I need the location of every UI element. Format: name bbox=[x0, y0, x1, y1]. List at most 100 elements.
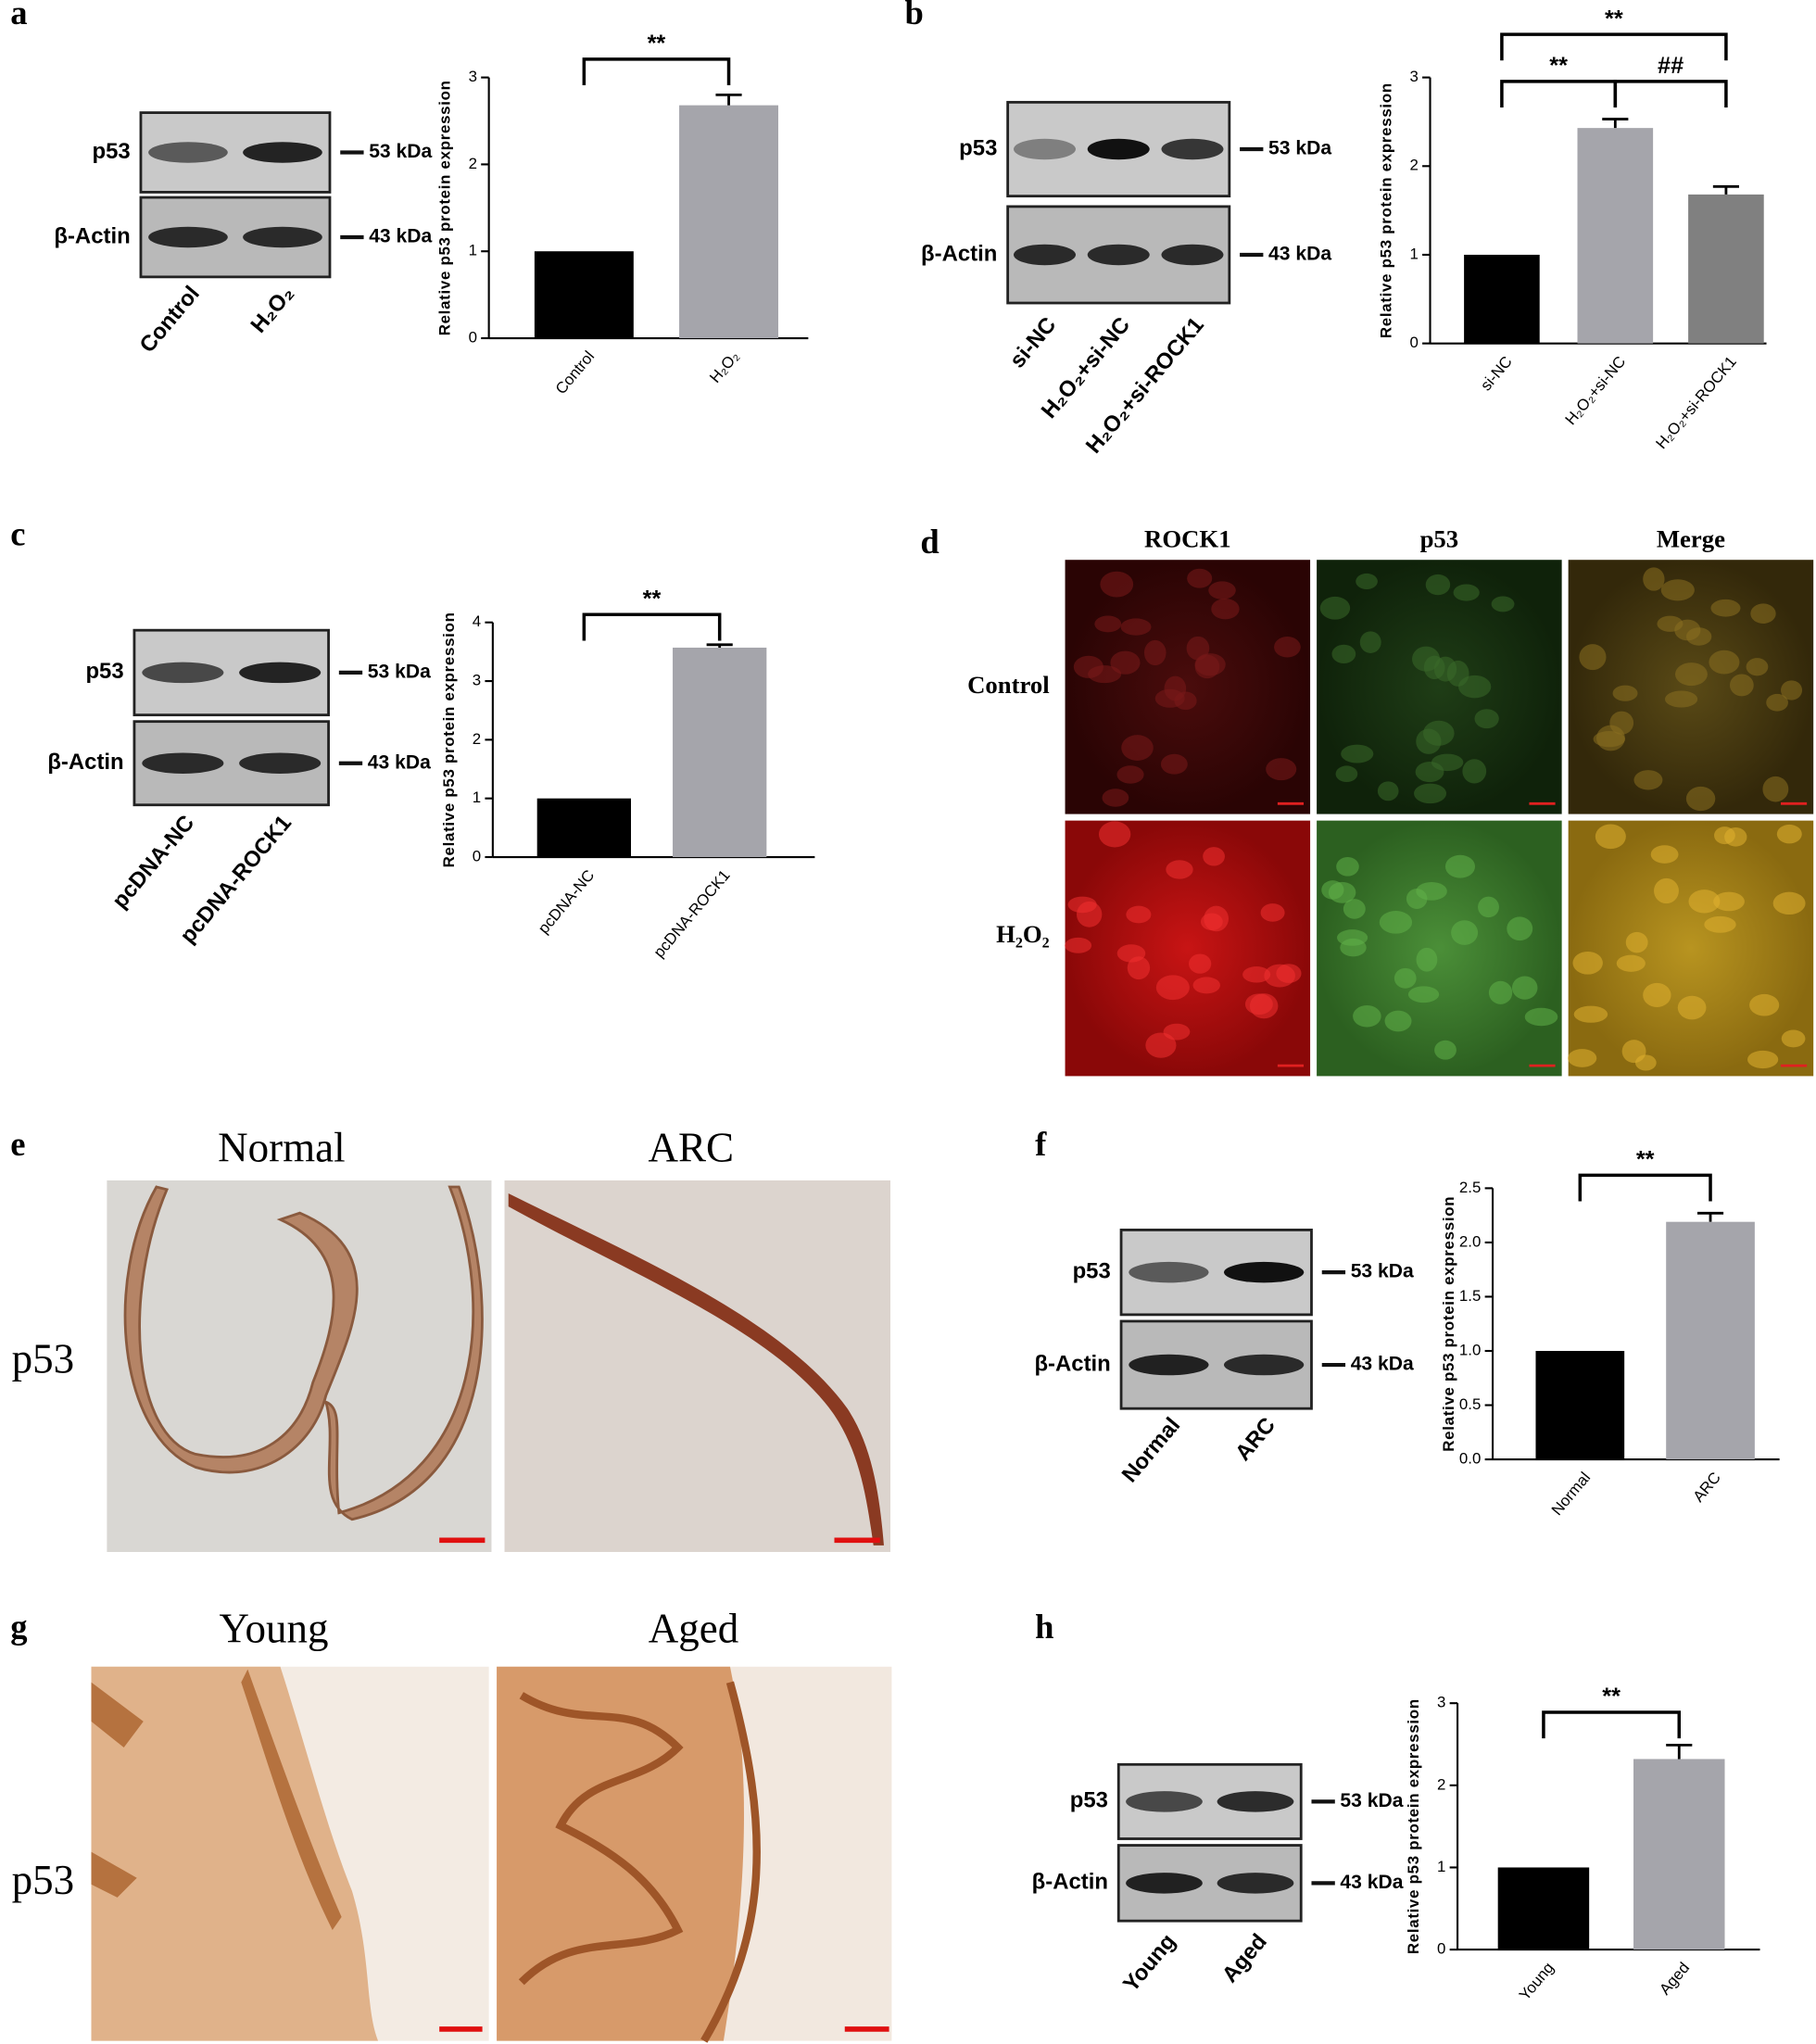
y-tick-label: 2 bbox=[1409, 157, 1418, 174]
cell bbox=[1724, 827, 1747, 847]
cell bbox=[1657, 615, 1684, 632]
cell bbox=[1163, 1023, 1191, 1041]
cell bbox=[1067, 896, 1097, 914]
y-tick-label: 0.5 bbox=[1459, 1395, 1481, 1413]
cell bbox=[1094, 615, 1122, 633]
y-axis-label: Relative p53 protein expression bbox=[436, 80, 454, 335]
cell bbox=[1685, 627, 1712, 646]
bar bbox=[1666, 1221, 1755, 1460]
significance-label: ** bbox=[1602, 1684, 1621, 1710]
cell bbox=[1377, 781, 1399, 801]
bar bbox=[1464, 254, 1540, 344]
cell bbox=[1524, 1007, 1558, 1027]
y-tick-label: 1 bbox=[1437, 1858, 1445, 1875]
panel-label: f bbox=[1035, 1125, 1047, 1163]
y-tick-label: 3 bbox=[473, 672, 481, 689]
panel-label: h bbox=[1035, 1608, 1053, 1646]
ihc-tissue bbox=[518, 1681, 761, 2043]
significance-bracket bbox=[1500, 32, 1728, 61]
ihc-column-label: Normal bbox=[218, 1124, 346, 1170]
cell bbox=[1710, 599, 1741, 617]
cell bbox=[1749, 993, 1780, 1016]
cell bbox=[1116, 765, 1144, 784]
cell bbox=[1102, 789, 1129, 807]
blot-band bbox=[1223, 1354, 1305, 1376]
y-tick-label: 1.0 bbox=[1459, 1341, 1481, 1358]
significance-label: ** bbox=[648, 31, 666, 57]
band-label: β-Actin bbox=[921, 241, 997, 266]
error-bar bbox=[715, 93, 742, 106]
cell bbox=[1729, 674, 1754, 697]
cell bbox=[1781, 680, 1803, 700]
blot-band bbox=[1217, 1873, 1294, 1894]
blot-band bbox=[1014, 244, 1076, 266]
ihc-column-label: Young bbox=[219, 1606, 328, 1652]
if-column-label: Merge bbox=[1657, 525, 1725, 553]
cell bbox=[1772, 891, 1806, 915]
cell bbox=[1276, 964, 1302, 983]
x-tick-label: Normal bbox=[1548, 1469, 1595, 1519]
bar bbox=[1497, 1867, 1590, 1950]
cell bbox=[1266, 758, 1297, 781]
significance-label: ** bbox=[1636, 1147, 1655, 1173]
y-tick-label: 3 bbox=[1437, 1694, 1445, 1711]
band-label: p53 bbox=[85, 659, 123, 684]
cell bbox=[1595, 824, 1626, 850]
blot-band bbox=[1129, 1354, 1209, 1376]
if-row-label: Control bbox=[967, 671, 1050, 699]
blot-band bbox=[1129, 1261, 1209, 1283]
if-image bbox=[1568, 820, 1814, 1077]
panel-label: a bbox=[10, 0, 27, 32]
cell bbox=[1187, 568, 1213, 588]
cell bbox=[1359, 631, 1381, 653]
y-tick-label: 2.0 bbox=[1459, 1232, 1481, 1250]
cell bbox=[1511, 976, 1538, 1000]
cell bbox=[1643, 982, 1671, 1007]
blot-band bbox=[243, 142, 322, 163]
cell bbox=[1596, 725, 1625, 751]
cell bbox=[1491, 596, 1515, 612]
ihc-image bbox=[504, 1180, 891, 1552]
cell bbox=[1155, 975, 1190, 1001]
cell bbox=[1433, 656, 1457, 682]
blot-band bbox=[1217, 1791, 1294, 1812]
y-tick-label: 0.0 bbox=[1459, 1450, 1481, 1468]
significance-label: ** bbox=[643, 587, 662, 612]
error-bar bbox=[1602, 118, 1629, 129]
cell bbox=[1098, 821, 1131, 848]
ihc-tissue bbox=[91, 1669, 342, 1930]
ihc-row-label: p53 bbox=[12, 1857, 75, 1903]
cell bbox=[1336, 857, 1359, 877]
significance-bracket bbox=[1542, 1710, 1682, 1739]
blot-band bbox=[1223, 1261, 1305, 1283]
panel-label: c bbox=[10, 515, 25, 553]
bar bbox=[679, 105, 778, 339]
cells bbox=[1065, 567, 1808, 1071]
if-column-label: ROCK1 bbox=[1144, 525, 1231, 553]
cell bbox=[1186, 636, 1210, 661]
cell bbox=[1379, 911, 1413, 934]
ihc-image bbox=[107, 1180, 492, 1552]
cell bbox=[1407, 986, 1440, 1003]
bar bbox=[536, 798, 632, 858]
panel-label: e bbox=[10, 1125, 25, 1163]
cell bbox=[1453, 584, 1480, 601]
cell bbox=[1677, 995, 1707, 1020]
ihc-column-label: ARC bbox=[648, 1124, 734, 1170]
lane-label: Young bbox=[1118, 1929, 1180, 1997]
if-image bbox=[1065, 820, 1311, 1077]
cell bbox=[1747, 1050, 1779, 1069]
cell bbox=[1781, 1029, 1806, 1048]
cell bbox=[1110, 650, 1141, 675]
size-label: 43 kDa bbox=[369, 226, 432, 247]
cell bbox=[1116, 944, 1146, 963]
cell bbox=[1394, 967, 1417, 989]
cell bbox=[1685, 786, 1716, 812]
cell bbox=[1145, 1032, 1177, 1058]
cell bbox=[1166, 860, 1193, 879]
cell bbox=[1192, 977, 1220, 994]
y-axis-label: Relative p53 protein expression bbox=[440, 612, 458, 867]
band-label: p53 bbox=[959, 135, 997, 160]
cell bbox=[1353, 1005, 1381, 1028]
cell bbox=[1709, 650, 1740, 675]
